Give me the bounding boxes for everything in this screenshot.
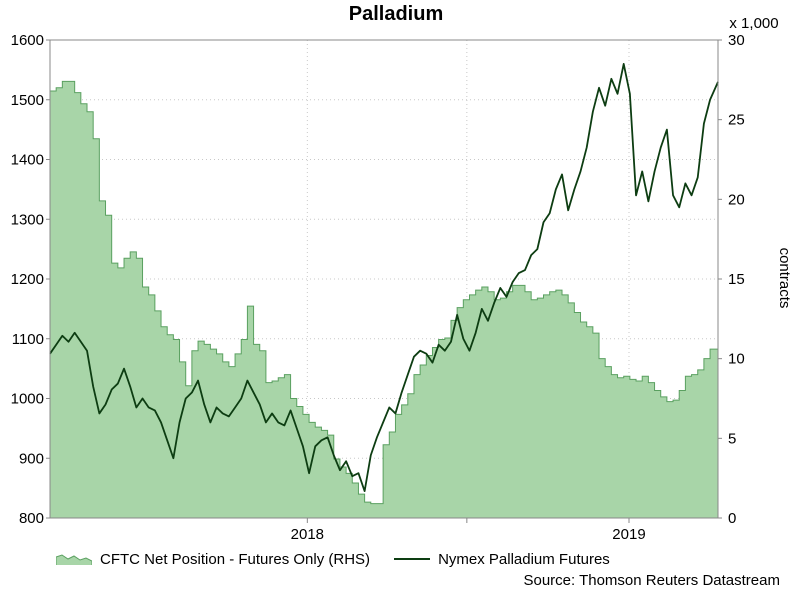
x-axis: 2018 2019 (291, 518, 646, 543)
right-axis-multiplier: x 1,000 (729, 15, 778, 32)
right-tick-label: 30 (728, 32, 745, 49)
legend-label-cftc: CFTC Net Position - Futures Only (RHS) (100, 550, 371, 568)
right-axis-label: contracts (776, 248, 792, 309)
source-note: Source: Thomson Reuters Datastream (523, 572, 780, 589)
legend-area-swatch (56, 554, 92, 565)
left-tick-label: 800 (19, 510, 44, 527)
legend-item-cftc: CFTC Net Position - Futures Only (RHS) (56, 551, 370, 568)
left-tick-label: 1000 (11, 391, 44, 408)
right-axis: 0 5 10 15 20 25 30 (718, 32, 745, 527)
cftc-net-position-area (49, 80, 719, 519)
legend-line-swatch (394, 558, 431, 560)
right-tick-label: 0 (728, 510, 736, 527)
left-tick-label: 1200 (11, 271, 44, 288)
x-tick-label: 2018 (291, 526, 324, 543)
nymex-palladium-line (49, 63, 719, 493)
left-tick-label: 900 (19, 450, 44, 467)
left-tick-label: 1100 (12, 331, 44, 348)
legend-label-nymex: Nymex Palladium Futures (438, 550, 610, 568)
left-tick-label: 1500 (11, 92, 44, 109)
chart-title: Palladium (349, 3, 443, 25)
left-tick-label: 1600 (11, 32, 44, 49)
left-tick-label: 1300 (11, 211, 44, 228)
legend: CFTC Net Position - Futures Only (RHS) N… (56, 548, 634, 570)
right-tick-label: 15 (728, 271, 745, 288)
right-tick-label: 5 (728, 430, 736, 447)
right-tick-label: 25 (728, 112, 745, 129)
right-tick-label: 10 (728, 351, 745, 368)
right-tick-label: 20 (728, 191, 745, 208)
legend-item-nymex: Nymex Palladium Futures (394, 551, 610, 568)
x-tick-label: 2019 (612, 526, 645, 543)
left-tick-label: 1400 (11, 152, 44, 169)
left-axis: 800 900 1000 1100 1200 1300 1400 1500 1600 (11, 32, 50, 527)
